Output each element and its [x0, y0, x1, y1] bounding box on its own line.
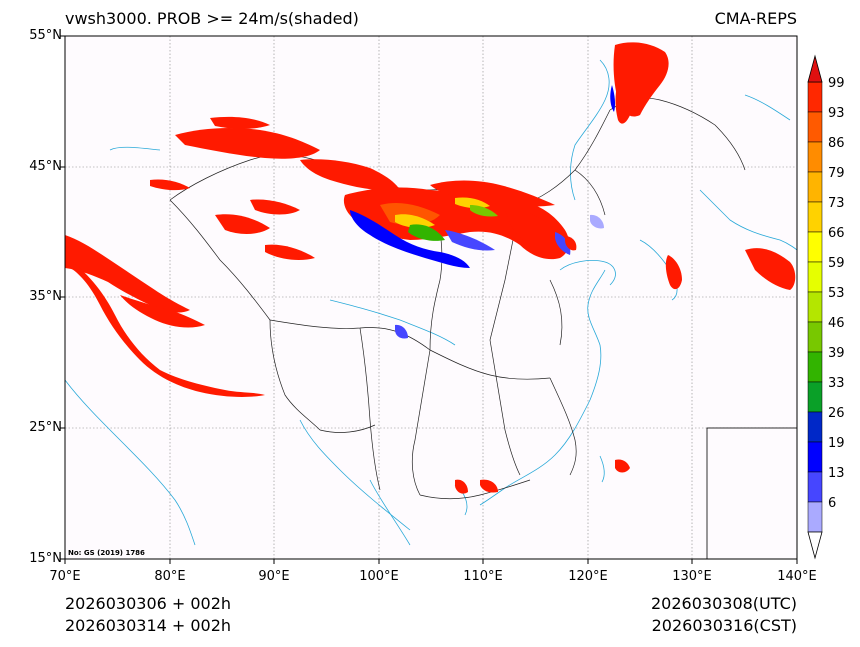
lon-label-90: 90°E	[258, 569, 290, 584]
colorbar-swatch	[807, 501, 823, 533]
cb-label: 86	[828, 136, 845, 151]
lon-label-130: 130°E	[672, 569, 712, 584]
cb-label: 99	[828, 76, 845, 91]
colorbar-extend-max	[807, 54, 823, 83]
colorbar-swatch	[807, 321, 823, 353]
colorbar-swatch	[807, 411, 823, 443]
lat-label-45: 45°N	[29, 159, 62, 174]
lat-label-25: 25°N	[29, 420, 62, 435]
source-label: CMA-REPS	[714, 9, 797, 28]
colorbar-swatch	[807, 261, 823, 293]
valid-time-cst: 2026030316(CST)	[651, 616, 797, 635]
lat-label-35: 35°N	[29, 289, 62, 304]
colorbar-swatch	[807, 201, 823, 233]
cb-label: 13	[828, 466, 845, 481]
cb-label: 6	[828, 496, 837, 511]
lon-label-110: 110°E	[463, 569, 503, 584]
lat-label-15: 15°N	[29, 551, 62, 566]
approval-number: No: GS (2019) 1786	[68, 549, 145, 557]
colorbar-swatch	[807, 171, 823, 203]
colorbar-swatch	[807, 351, 823, 383]
cb-label: 39	[828, 346, 845, 361]
cb-label: 93	[828, 106, 845, 121]
cb-label: 79	[828, 166, 845, 181]
colorbar-swatch	[807, 141, 823, 173]
colorbar-swatch	[807, 111, 823, 143]
lon-label-70: 70°E	[49, 569, 81, 584]
colorbar-swatch	[807, 231, 823, 263]
lon-label-140: 140°E	[777, 569, 817, 584]
cb-label: 59	[828, 256, 845, 271]
south-china-sea-inset	[706, 427, 797, 559]
lon-label-80: 80°E	[154, 569, 186, 584]
valid-time-utc: 2026030308(UTC)	[651, 594, 797, 613]
cb-label: 46	[828, 316, 845, 331]
colorbar-swatch	[807, 81, 823, 113]
cb-label: 66	[828, 226, 845, 241]
lon-label-100: 100°E	[359, 569, 399, 584]
lat-label-55: 55°N	[29, 28, 62, 43]
colorbar-swatch	[807, 381, 823, 413]
cb-label: 33	[828, 376, 845, 391]
probability-shading	[65, 42, 796, 494]
cb-label: 19	[828, 436, 845, 451]
lon-label-120: 120°E	[568, 569, 608, 584]
colorbar-swatch	[807, 441, 823, 473]
init-time-cst: 2026030314 + 002h	[65, 616, 232, 635]
cb-label: 53	[828, 286, 845, 301]
cb-label: 73	[828, 196, 845, 211]
colorbar	[807, 54, 823, 560]
cb-label: 26	[828, 406, 845, 421]
colorbar-swatch	[807, 291, 823, 323]
init-time-utc: 2026030306 + 002h	[65, 594, 232, 613]
map-title: vwsh3000. PROB >= 24m/s(shaded)	[65, 9, 359, 28]
colorbar-extend-min	[807, 531, 823, 560]
colorbar-swatch	[807, 471, 823, 503]
